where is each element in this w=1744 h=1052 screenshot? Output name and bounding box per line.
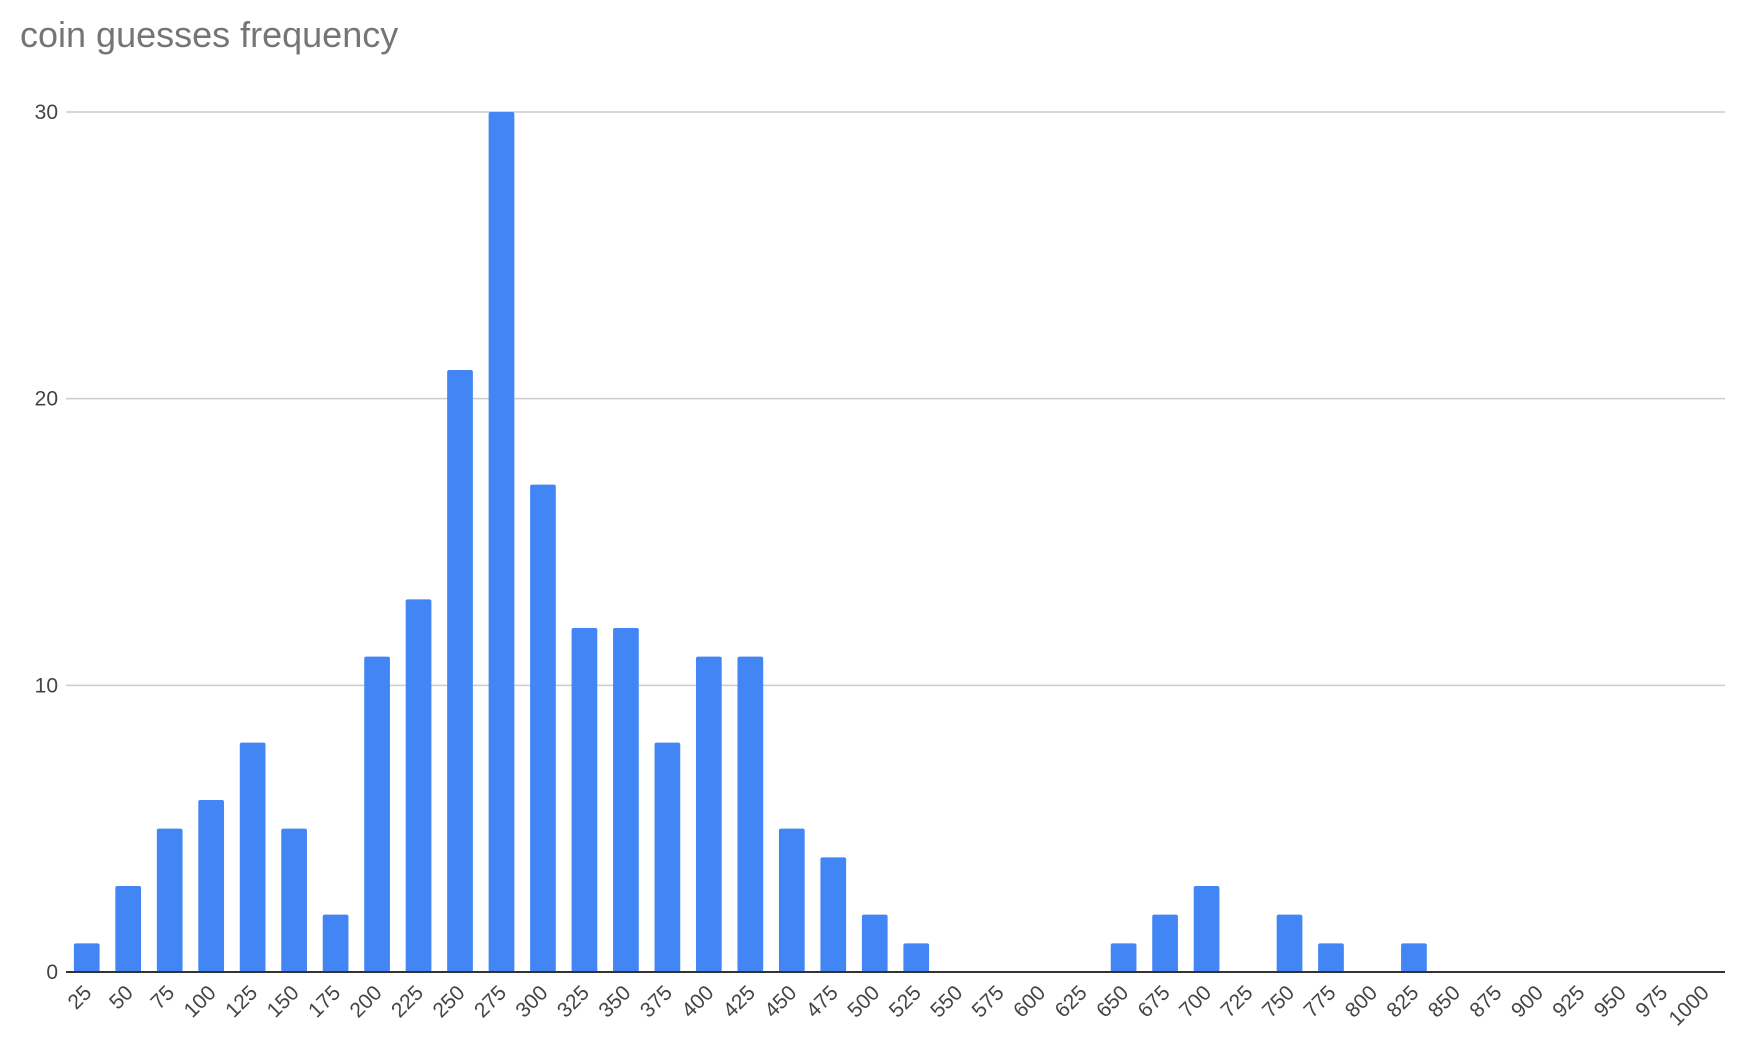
bars [73,112,1427,972]
x-tick-label: 300 [511,981,552,1022]
bar-275 [488,112,515,972]
y-tick-label: 30 [35,101,58,124]
x-tick-label: 150 [263,981,304,1022]
x-tick-label: 100 [180,981,221,1022]
bar-825 [1401,943,1427,972]
y-tick-label: 0 [46,961,58,984]
x-tick-label: 525 [885,981,926,1022]
bar-200 [364,656,390,972]
x-tick-label: 450 [760,981,801,1022]
x-tick-label: 650 [1092,981,1133,1022]
x-tick-label: 25 [63,981,96,1014]
chart-title: coin guesses frequency [20,14,399,55]
gridlines [66,111,1725,687]
x-tick-label: 375 [636,981,677,1022]
x-tick-label: 350 [594,981,635,1022]
bar-425 [737,656,764,972]
bar-175 [322,914,349,972]
bar-150 [281,828,307,972]
x-tick-label: 400 [677,981,718,1022]
x-tick-label: 850 [1424,981,1465,1022]
x-tick-label: 500 [843,981,884,1022]
x-tick-label: 700 [1175,981,1216,1022]
bar-325 [571,628,598,972]
x-tick-label: 425 [719,981,760,1022]
x-tick-label: 50 [105,981,138,1014]
x-tick-label: 800 [1341,981,1382,1022]
bar-100 [198,800,225,972]
x-tick-label: 200 [346,981,387,1022]
x-tick-label: 550 [926,981,967,1022]
x-tick-label: 775 [1299,981,1340,1022]
bar-50 [115,886,142,972]
x-tick-label: 225 [387,981,428,1022]
bar-750 [1276,914,1303,972]
bar-475 [820,857,847,972]
x-tick-label: 475 [802,981,843,1022]
y-axis-ticks: 0 10 20 30 [35,101,58,984]
x-tick-label: 175 [304,981,345,1022]
bar-250 [447,370,473,972]
x-tick-label: 125 [221,981,262,1022]
bar-225 [405,599,432,972]
x-axis-ticks: 25 50 75 100 125 150 175 200 225 250 275 300 325 350 3… [63,981,1713,1030]
y-tick-label: 20 [35,388,58,411]
x-tick-label: 600 [1009,981,1050,1022]
x-tick-label: 575 [968,981,1009,1022]
bar-775 [1318,943,1344,972]
bar-700 [1193,886,1220,972]
x-tick-label: 825 [1382,981,1423,1022]
x-tick-label: 275 [470,981,511,1022]
x-tick-label: 725 [1217,981,1258,1022]
bar-400 [696,656,722,972]
bar-25 [73,943,100,972]
bar-300 [530,484,556,972]
x-tick-label: 325 [553,981,594,1022]
bar-125 [239,742,266,972]
bar-500 [861,914,888,972]
x-tick-label: 875 [1465,981,1506,1022]
x-tick-label: 250 [429,981,470,1022]
bar-350 [613,628,639,972]
x-tick-label: 1000 [1664,981,1713,1030]
bar-375 [654,742,681,972]
bar-75 [156,828,183,972]
bar-675 [1152,914,1178,972]
x-tick-label: 75 [146,981,179,1014]
x-tick-label: 675 [1134,981,1175,1022]
x-tick-label: 625 [1051,981,1092,1022]
x-tick-label: 900 [1507,981,1548,1022]
x-tick-label: 950 [1590,981,1631,1022]
bar-650 [1110,943,1137,972]
bar-450 [778,828,805,972]
x-tick-label: 925 [1548,981,1589,1022]
x-tick-label: 750 [1258,981,1299,1022]
bar-525 [903,943,930,972]
y-tick-label: 10 [35,674,58,697]
